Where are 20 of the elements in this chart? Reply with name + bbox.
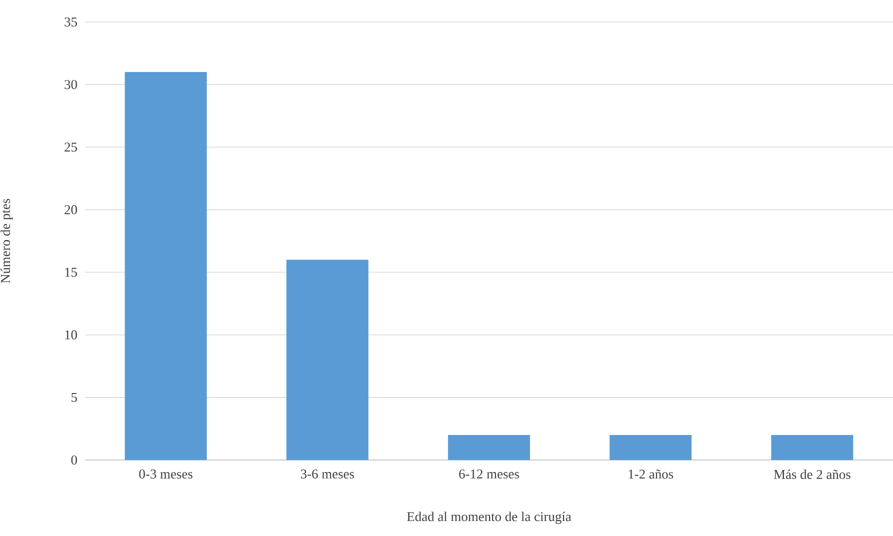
y-tick-label: 15	[65, 268, 77, 277]
y-tick-label: 30	[64, 80, 77, 90]
y-tick-label: 20	[64, 205, 77, 214]
y-tick-label: 25	[64, 142, 77, 152]
bar	[610, 434, 692, 460]
x-tick-label: Más de 2 años	[774, 469, 850, 479]
x-tick-label: 6-12 meses	[459, 469, 519, 479]
y-tick-label: 5	[72, 392, 77, 402]
x-axis-title: Edad al momento de la cirugía	[407, 512, 572, 524]
bar	[124, 72, 207, 460]
y-tick-label: 10	[65, 330, 77, 340]
y-tick-label: 0	[71, 455, 77, 465]
x-tick-label: 1-2 años	[628, 469, 674, 479]
x-tick-label: 3-6 meses	[300, 469, 354, 479]
bar	[286, 260, 368, 460]
y-axis-title: Número de ptes	[0, 198, 13, 284]
bar	[448, 434, 530, 460]
y-tick-label: 35	[64, 17, 77, 27]
x-tick-label: 0-3 meses	[139, 469, 192, 479]
bar	[771, 434, 854, 460]
